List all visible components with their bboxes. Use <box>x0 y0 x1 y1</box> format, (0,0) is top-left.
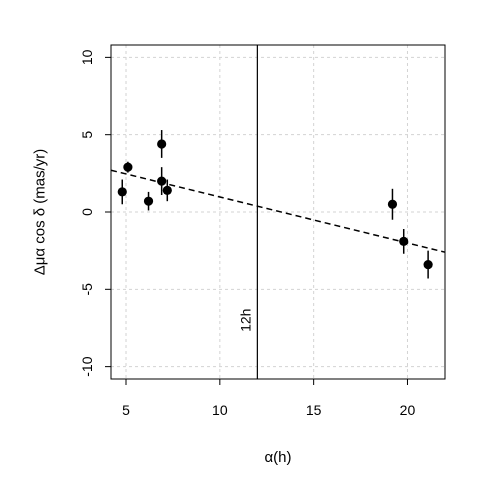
y-axis-ticks: -10 -5 0 5 10 <box>79 49 112 377</box>
data-point <box>399 236 409 246</box>
grid-lines <box>111 45 445 379</box>
y-tick-label: 0 <box>79 208 95 216</box>
data-point <box>143 196 154 206</box>
vertical-marker-group: 12h <box>237 45 258 379</box>
data-points <box>117 130 433 279</box>
x-tick-label: 10 <box>212 402 228 418</box>
x-axis-title: α(h) <box>264 449 291 466</box>
y-tick-label: -5 <box>79 283 95 296</box>
x-tick-label: 15 <box>306 402 322 418</box>
data-point <box>157 176 167 186</box>
x-axis-ticks: 5 10 15 20 <box>122 378 416 418</box>
data-point <box>117 187 127 197</box>
x-tick-label: 5 <box>122 402 130 418</box>
data-point <box>123 162 133 172</box>
data-point <box>162 185 172 195</box>
y-tick-label: 10 <box>79 49 95 65</box>
vertical-marker-label: 12h <box>237 309 253 332</box>
y-tick-label: -10 <box>79 356 95 376</box>
trend-line-group <box>110 169 446 253</box>
trend-line <box>110 169 446 253</box>
y-tick-label: 5 <box>79 131 95 139</box>
x-tick-label: 20 <box>400 402 416 418</box>
y-axis-title: Δμα cos δ (mas/yr) <box>32 149 49 276</box>
data-point <box>387 199 398 209</box>
data-point <box>157 139 167 149</box>
data-point <box>423 259 433 270</box>
